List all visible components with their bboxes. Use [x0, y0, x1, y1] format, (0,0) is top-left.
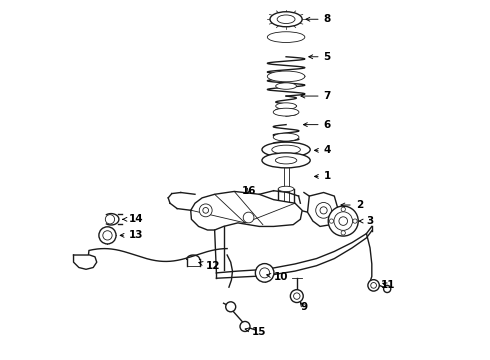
Ellipse shape	[270, 12, 302, 27]
Text: 14: 14	[123, 214, 144, 224]
Text: 8: 8	[306, 14, 331, 24]
Text: 1: 1	[315, 171, 331, 181]
Ellipse shape	[273, 108, 299, 116]
Ellipse shape	[262, 142, 310, 157]
Circle shape	[316, 203, 331, 218]
Circle shape	[329, 219, 334, 223]
Circle shape	[294, 293, 300, 299]
Ellipse shape	[276, 83, 296, 89]
Ellipse shape	[268, 32, 305, 42]
Circle shape	[199, 204, 212, 217]
Circle shape	[339, 217, 347, 225]
Circle shape	[99, 227, 116, 244]
Text: 13: 13	[120, 230, 144, 240]
Text: 11: 11	[381, 280, 395, 291]
Circle shape	[334, 212, 352, 230]
Text: 9: 9	[300, 302, 308, 312]
Text: 4: 4	[315, 145, 331, 156]
Text: 2: 2	[341, 200, 363, 210]
Circle shape	[240, 321, 250, 332]
Text: 6: 6	[303, 120, 331, 130]
Circle shape	[328, 206, 358, 236]
Ellipse shape	[278, 186, 294, 192]
Text: 12: 12	[199, 261, 220, 271]
Circle shape	[368, 280, 379, 291]
Ellipse shape	[262, 153, 310, 168]
Polygon shape	[191, 192, 302, 230]
Circle shape	[105, 215, 115, 224]
Ellipse shape	[277, 15, 295, 23]
Circle shape	[341, 207, 345, 211]
Circle shape	[320, 207, 327, 214]
Text: 3: 3	[359, 216, 374, 226]
Text: 10: 10	[267, 272, 288, 282]
Text: 5: 5	[309, 52, 331, 62]
Circle shape	[260, 268, 270, 278]
Circle shape	[103, 231, 112, 240]
Circle shape	[203, 207, 209, 213]
Circle shape	[255, 264, 274, 282]
Circle shape	[341, 231, 345, 235]
Circle shape	[371, 283, 376, 288]
Circle shape	[291, 290, 303, 302]
Circle shape	[384, 285, 391, 293]
Text: 16: 16	[242, 186, 256, 196]
Ellipse shape	[268, 71, 305, 82]
Ellipse shape	[273, 133, 299, 141]
Ellipse shape	[272, 145, 300, 154]
Text: 15: 15	[245, 327, 266, 337]
Circle shape	[353, 219, 357, 223]
Circle shape	[226, 302, 236, 312]
Text: 7: 7	[301, 91, 331, 101]
Circle shape	[243, 212, 254, 223]
Polygon shape	[308, 193, 338, 226]
Ellipse shape	[276, 103, 296, 109]
Ellipse shape	[275, 157, 297, 164]
